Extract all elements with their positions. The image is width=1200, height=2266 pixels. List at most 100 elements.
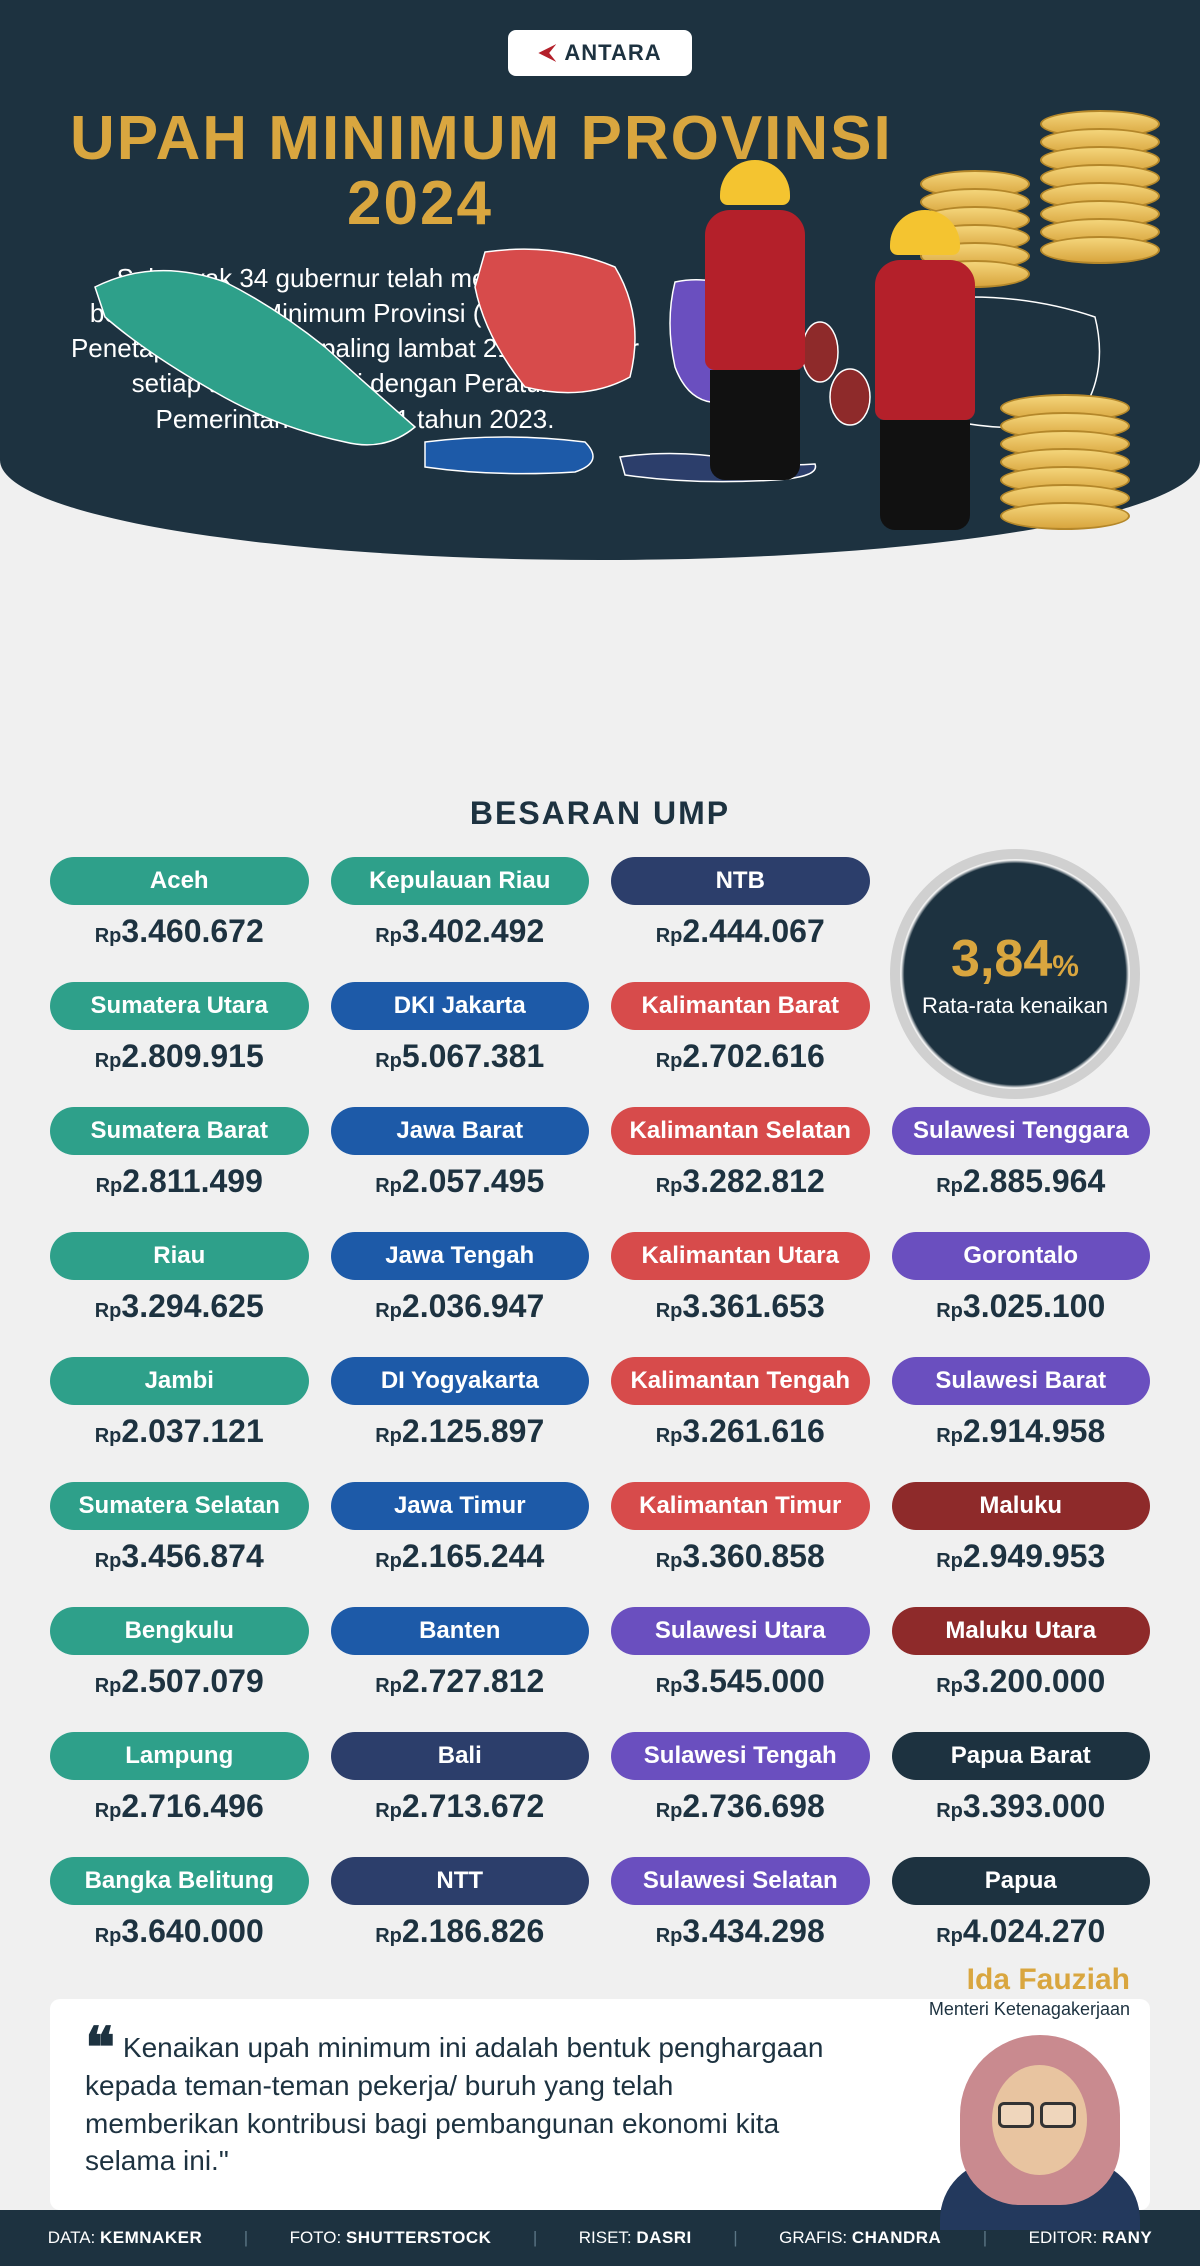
province-value: Rp2.507.079 [50, 1655, 309, 1714]
province-value: Rp3.393.000 [892, 1780, 1151, 1839]
province-name-pill: Kepulauan Riau [331, 857, 590, 905]
province-name-pill: Maluku [892, 1482, 1151, 1530]
province-name-pill: Sumatera Selatan [50, 1482, 309, 1530]
province-cell: BantenRp2.727.812 [331, 1607, 590, 1714]
province-name-pill: DI Yogyakarta [331, 1357, 590, 1405]
province-cell: Sumatera UtaraRp2.809.915 [50, 982, 309, 1089]
province-cell: Papua BaratRp3.393.000 [892, 1732, 1151, 1839]
province-cell: Maluku UtaraRp3.200.000 [892, 1607, 1151, 1714]
credit-foto: FOTO: SHUTTERSTOCK [290, 2228, 492, 2248]
province-cell: DI YogyakartaRp2.125.897 [331, 1357, 590, 1464]
province-cell: RiauRp3.294.625 [50, 1232, 309, 1339]
person-name: Ida Fauziah [870, 1963, 1130, 1997]
province-name-pill: NTB [611, 857, 870, 905]
logo-text: ANTARA [564, 40, 661, 66]
province-cell: Sulawesi TenggaraRp2.885.964 [892, 1107, 1151, 1214]
province-name-pill: Sulawesi Selatan [611, 1857, 870, 1905]
province-value: Rp3.200.000 [892, 1655, 1151, 1714]
province-value: Rp2.914.958 [892, 1405, 1151, 1464]
province-name-pill: Kalimantan Timur [611, 1482, 870, 1530]
province-name-pill: Lampung [50, 1732, 309, 1780]
province-value: Rp3.402.492 [331, 905, 590, 964]
province-cell: Jawa TimurRp2.165.244 [331, 1482, 590, 1589]
province-value: Rp2.811.499 [50, 1155, 309, 1214]
infographic-container: ANTARA UPAH MINIMUM PROVINSI 2024 Sebany… [0, 0, 1200, 2266]
quote-block: ❝ Kenaikan upah minimum ini adalah bentu… [50, 1999, 1150, 2210]
province-name-pill: Kalimantan Tengah [611, 1357, 870, 1405]
province-value: Rp2.186.826 [331, 1905, 590, 1964]
province-name-pill: Papua [892, 1857, 1151, 1905]
logo-area: ANTARA [0, 0, 1200, 76]
province-cell: Jawa TengahRp2.036.947 [331, 1232, 590, 1339]
stat-value: 3,84% [951, 929, 1079, 989]
province-name-pill: Sumatera Barat [50, 1107, 309, 1155]
hero-illustration [650, 120, 1170, 540]
quote-attribution: Ida Fauziah Menteri Ketenagakerjaan [870, 1963, 1130, 2211]
person-avatar [950, 2030, 1130, 2210]
province-value: Rp3.282.812 [611, 1155, 870, 1214]
province-cell: Sulawesi UtaraRp3.545.000 [611, 1607, 870, 1714]
province-name-pill: Jawa Tengah [331, 1232, 590, 1280]
province-name-pill: Kalimantan Barat [611, 982, 870, 1030]
province-cell: BengkuluRp2.507.079 [50, 1607, 309, 1714]
province-grid: 3,84% Rata-rata kenaikan AcehRp3.460.672… [0, 857, 1200, 1964]
province-cell: Kalimantan BaratRp2.702.616 [611, 982, 870, 1089]
province-value: Rp2.444.067 [611, 905, 870, 964]
province-name-pill: Kalimantan Selatan [611, 1107, 870, 1155]
province-value: Rp3.025.100 [892, 1280, 1151, 1339]
province-cell: MalukuRp2.949.953 [892, 1482, 1151, 1589]
province-name-pill: DKI Jakarta [331, 982, 590, 1030]
province-value: Rp2.885.964 [892, 1155, 1151, 1214]
province-cell: Kalimantan TengahRp3.261.616 [611, 1357, 870, 1464]
province-cell: Kalimantan UtaraRp3.361.653 [611, 1232, 870, 1339]
province-cell: PapuaRp4.024.270 [892, 1857, 1151, 1964]
province-name-pill: Bali [331, 1732, 590, 1780]
province-value: Rp2.949.953 [892, 1530, 1151, 1589]
province-name-pill: Jambi [50, 1357, 309, 1405]
province-name-pill: Sulawesi Utara [611, 1607, 870, 1655]
province-value: Rp2.736.698 [611, 1780, 870, 1839]
average-increase-stat: 3,84% Rata-rata kenaikan [890, 849, 1140, 1099]
province-name-pill: Sulawesi Tenggara [892, 1107, 1151, 1155]
province-name-pill: Sulawesi Barat [892, 1357, 1151, 1405]
province-name-pill: Sulawesi Tengah [611, 1732, 870, 1780]
province-name-pill: Bengkulu [50, 1607, 309, 1655]
antara-logo: ANTARA [508, 30, 691, 76]
province-cell: GorontaloRp3.025.100 [892, 1232, 1151, 1339]
province-value: Rp2.716.496 [50, 1780, 309, 1839]
province-name-pill: Papua Barat [892, 1732, 1151, 1780]
worker-icon [850, 210, 1000, 530]
credit-editor: EDITOR: RANY [1029, 2228, 1153, 2248]
province-cell: Kepulauan RiauRp3.402.492 [331, 857, 590, 964]
province-cell: AcehRp3.460.672 [50, 857, 309, 964]
province-value: Rp3.434.298 [611, 1905, 870, 1964]
province-name-pill: NTT [331, 1857, 590, 1905]
province-cell: Kalimantan TimurRp3.360.858 [611, 1482, 870, 1589]
header-section: ANTARA UPAH MINIMUM PROVINSI 2024 Sebany… [0, 0, 1200, 780]
province-value: Rp2.036.947 [331, 1280, 590, 1339]
section-heading: BESARAN UMP [0, 795, 1200, 832]
province-cell: Sulawesi SelatanRp3.434.298 [611, 1857, 870, 1964]
province-value: Rp3.361.653 [611, 1280, 870, 1339]
credit-riset: RISET: DASRI [579, 2228, 692, 2248]
province-name-pill: Aceh [50, 857, 309, 905]
province-cell: Sumatera SelatanRp3.456.874 [50, 1482, 309, 1589]
province-cell: Bangka BelitungRp3.640.000 [50, 1857, 309, 1964]
province-value: Rp2.057.495 [331, 1155, 590, 1214]
person-title: Menteri Ketenagakerjaan [870, 1999, 1130, 2021]
province-value: Rp3.360.858 [611, 1530, 870, 1589]
worker-icon [680, 160, 830, 480]
credit-grafis: GRAFIS: CHANDRA [779, 2228, 941, 2248]
province-name-pill: Riau [50, 1232, 309, 1280]
province-name-pill: Kalimantan Utara [611, 1232, 870, 1280]
province-value: Rp3.460.672 [50, 905, 309, 964]
province-cell: Jawa BaratRp2.057.495 [331, 1107, 590, 1214]
province-cell: LampungRp2.716.496 [50, 1732, 309, 1839]
province-value: Rp3.456.874 [50, 1530, 309, 1589]
province-name-pill: Jawa Timur [331, 1482, 590, 1530]
credit-data: DATA: KEMNAKER [48, 2228, 203, 2248]
province-value: Rp5.067.381 [331, 1030, 590, 1089]
province-value: Rp3.640.000 [50, 1905, 309, 1964]
province-name-pill: Jawa Barat [331, 1107, 590, 1155]
province-cell: Sulawesi BaratRp2.914.958 [892, 1357, 1151, 1464]
